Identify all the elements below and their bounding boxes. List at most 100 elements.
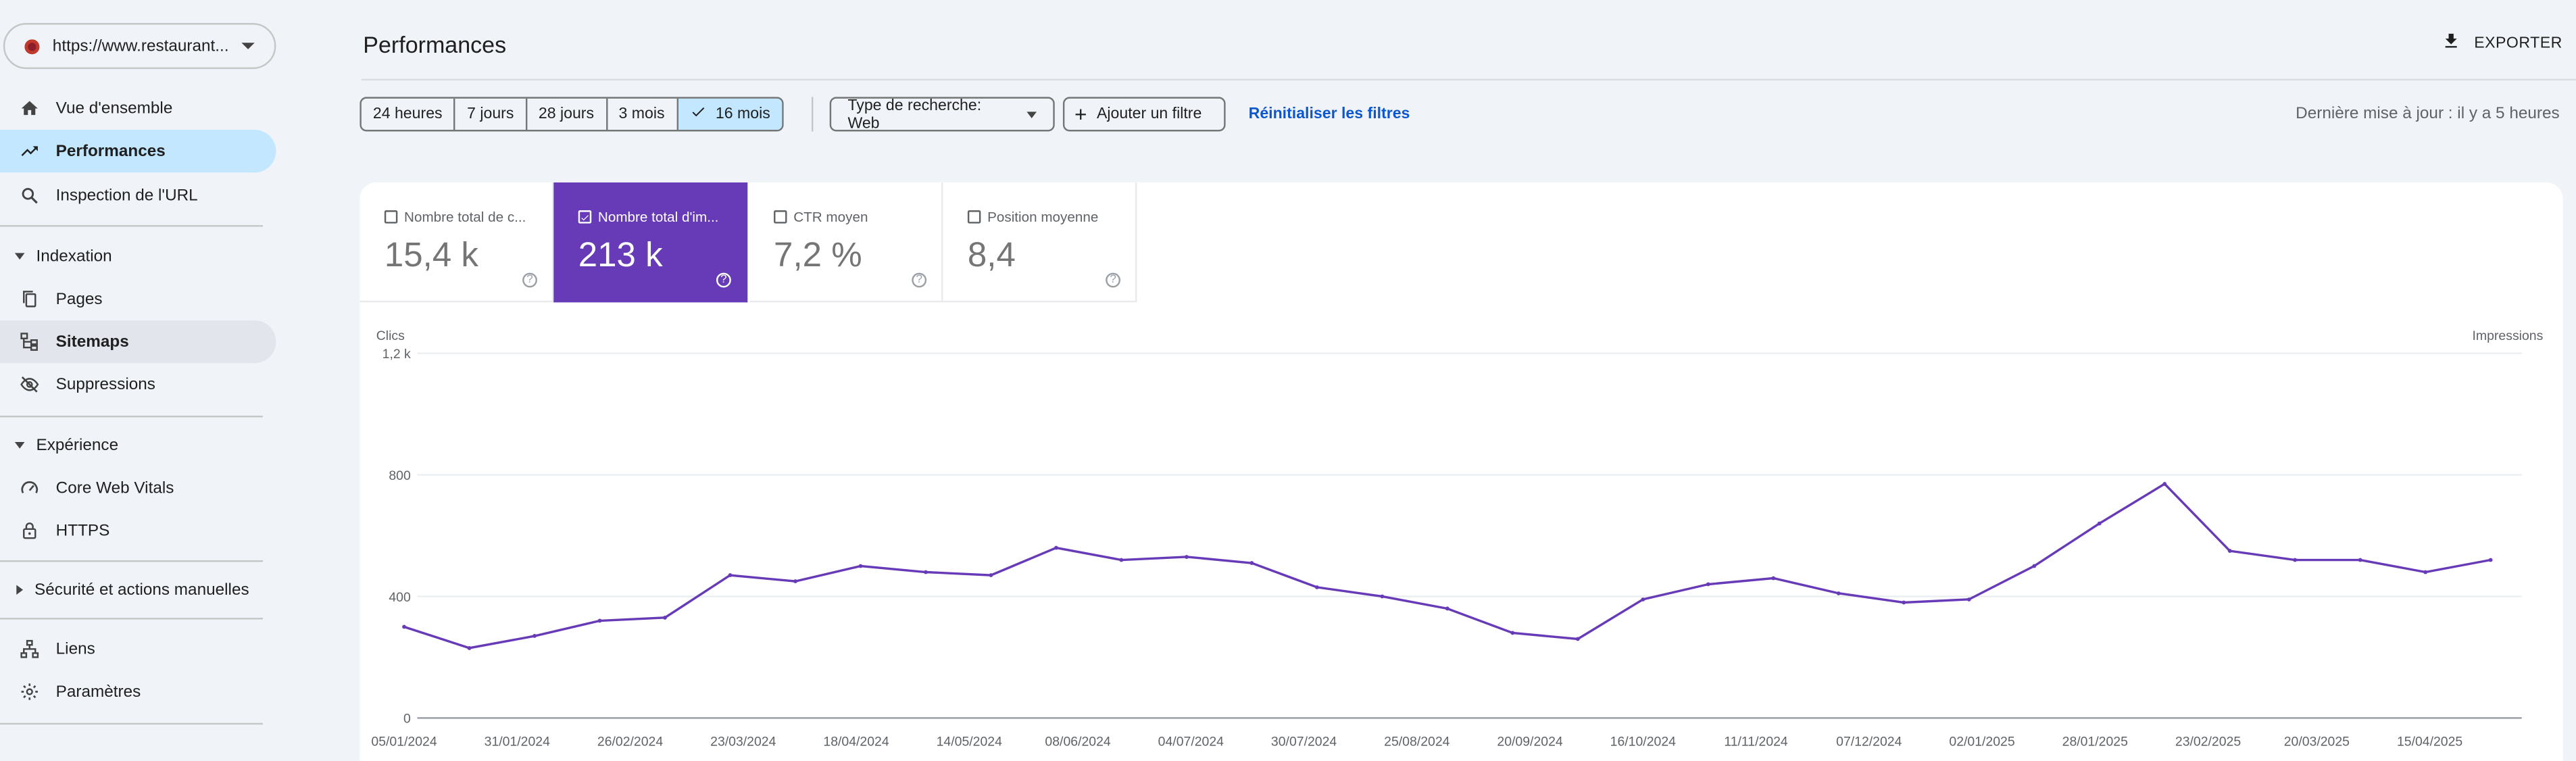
x-tick-label: 14/05/2024	[937, 735, 1002, 750]
sidebar-item-links[interactable]: Liens	[0, 628, 276, 670]
reset-filters-link[interactable]: Réinitialiser les filtres	[1248, 105, 1410, 124]
sidebar-item-removals[interactable]: Suppressions	[0, 363, 276, 406]
metric-total-impressions[interactable]: Nombre total d'im... 213 k ?	[553, 182, 748, 303]
data-point[interactable]	[2162, 482, 2167, 486]
help-icon[interactable]: ?	[522, 272, 537, 288]
data-point[interactable]	[858, 564, 863, 568]
range-16m[interactable]: 16 mois	[678, 98, 782, 130]
metric-total-clicks[interactable]: Nombre total de c... 15,4 k ?	[360, 182, 554, 303]
collapse-icon	[14, 253, 25, 260]
data-point[interactable]	[2488, 558, 2493, 562]
x-tick-label: 26/02/2024	[597, 735, 663, 750]
metric-value: 7,2 %	[774, 237, 862, 274]
header-divider	[361, 78, 2576, 81]
data-point[interactable]	[663, 616, 667, 620]
range-label: 16 mois	[715, 105, 770, 124]
export-button[interactable]: EXPORTER	[2442, 31, 2562, 55]
section-security[interactable]: Sécurité et actions manuelles	[0, 573, 276, 606]
checkbox-icon[interactable]	[967, 210, 981, 224]
add-filter-button[interactable]: + Ajouter un filtre	[1062, 97, 1226, 132]
sidebar-item-https[interactable]: HTTPS	[0, 510, 276, 552]
data-point[interactable]	[793, 579, 797, 583]
export-label: EXPORTER	[2474, 34, 2562, 53]
data-point[interactable]	[1510, 631, 1515, 635]
sidebar-divider	[0, 618, 263, 620]
sidebar-item-label: Performances	[55, 142, 166, 161]
data-point[interactable]	[1836, 591, 1841, 595]
section-experience[interactable]: Expérience	[0, 429, 276, 462]
data-point[interactable]	[1314, 585, 1319, 589]
data-point[interactable]	[989, 573, 993, 577]
data-point[interactable]	[1380, 594, 1385, 599]
sidebar-item-overview[interactable]: Vue d'ensemble	[0, 87, 276, 130]
sidebar-item-pages[interactable]: Pages	[0, 278, 276, 320]
metric-label: Nombre total de c...	[404, 208, 526, 226]
data-point[interactable]	[2227, 549, 2232, 553]
search-type-dropdown[interactable]: Type de recherche: Web	[829, 96, 1055, 132]
checkbox-checked-icon[interactable]	[578, 210, 592, 224]
checkbox-icon[interactable]	[774, 210, 787, 224]
section-label: Expérience	[36, 436, 119, 455]
data-point[interactable]	[467, 646, 472, 650]
data-point[interactable]	[2097, 521, 2102, 526]
left-axis-label: Clics	[376, 328, 405, 344]
help-icon[interactable]: ?	[716, 272, 731, 288]
last-update-text: Dernière mise à jour : il y a 5 heures	[2296, 105, 2560, 124]
range-7d[interactable]: 7 jours	[455, 98, 527, 130]
range-24h[interactable]: 24 heures	[362, 98, 456, 130]
data-point[interactable]	[2293, 558, 2298, 562]
collapse-icon	[14, 441, 25, 449]
data-point[interactable]	[2358, 558, 2362, 562]
plus-icon: +	[1074, 101, 1087, 127]
data-point[interactable]	[1575, 637, 1580, 641]
range-label: 24 heures	[372, 105, 443, 124]
x-tick-label: 18/04/2024	[823, 735, 889, 750]
links-icon	[20, 639, 39, 659]
sidebar-divider	[0, 560, 263, 562]
sidebar-item-sitemaps[interactable]: Sitemaps	[0, 320, 276, 364]
x-tick-label: 04/07/2024	[1158, 735, 1224, 750]
checkbox-icon[interactable]	[384, 210, 398, 224]
help-icon[interactable]: ?	[1106, 272, 1121, 288]
x-tick-label: 07/12/2024	[1836, 735, 1902, 750]
data-point[interactable]	[1966, 597, 1971, 602]
speedometer-icon	[20, 478, 39, 497]
data-point[interactable]	[402, 624, 406, 629]
help-icon[interactable]: ?	[912, 272, 927, 288]
section-indexation[interactable]: Indexation	[0, 240, 276, 273]
data-point[interactable]	[2423, 570, 2428, 574]
sidebar-item-settings[interactable]: Paramètres	[0, 670, 276, 713]
metric-average-ctr[interactable]: CTR moyen 7,2 % ?	[749, 182, 943, 303]
data-point[interactable]	[532, 634, 537, 638]
chevron-down-icon	[241, 43, 255, 49]
data-point[interactable]	[2032, 564, 2037, 568]
data-point[interactable]	[1771, 576, 1776, 581]
property-selector[interactable]: https://www.restaurant...	[3, 23, 276, 70]
data-point[interactable]	[1184, 555, 1189, 559]
data-point[interactable]	[1054, 545, 1058, 550]
sidebar-item-core-web-vitals[interactable]: Core Web Vitals	[0, 466, 276, 509]
sidebar-item-url-inspection[interactable]: Inspection de l'URL	[0, 174, 276, 217]
sidebar-item-label: HTTPS	[55, 521, 110, 540]
data-point[interactable]	[1249, 561, 1254, 565]
download-icon	[2442, 31, 2461, 55]
page-title: Performances	[363, 31, 507, 58]
search-type-label: Type de recherche: Web	[847, 96, 982, 132]
data-point[interactable]	[597, 618, 602, 623]
range-label: 28 jours	[538, 105, 595, 124]
data-point[interactable]	[1902, 600, 1906, 605]
sidebar-item-performance[interactable]: Performances	[0, 130, 276, 173]
data-point[interactable]	[1119, 558, 1124, 562]
data-point[interactable]	[728, 573, 733, 577]
data-point[interactable]	[1641, 597, 1645, 602]
performance-card: Nombre total de c... 15,4 k ? Nombre tot…	[360, 182, 2563, 761]
data-point[interactable]	[1445, 606, 1450, 611]
right-axis-label: Impressions	[2472, 328, 2544, 344]
data-point[interactable]	[1706, 582, 1710, 587]
data-point[interactable]	[924, 570, 928, 574]
range-3m[interactable]: 3 mois	[608, 98, 678, 130]
metric-label: CTR moyen	[793, 208, 868, 226]
metric-average-position[interactable]: Position moyenne 8,4 ?	[943, 182, 1137, 303]
y-tick-label: 400	[389, 590, 411, 605]
range-28d[interactable]: 28 jours	[527, 98, 608, 130]
